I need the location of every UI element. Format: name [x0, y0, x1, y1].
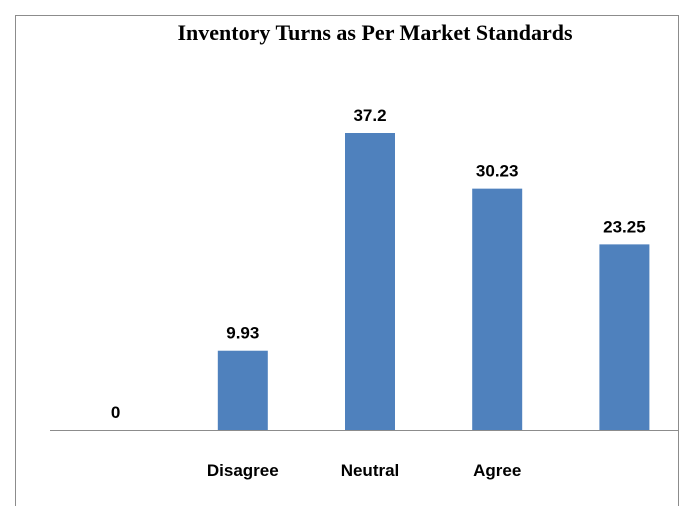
bar: [345, 133, 395, 430]
data-label: 30.23: [476, 162, 519, 181]
data-label: 23.25: [603, 217, 646, 236]
data-label: 9.93: [226, 324, 259, 343]
chart-title: Inventory Turns as Per Market Standards: [177, 20, 573, 45]
bar: [599, 244, 650, 430]
x-tick-label: Neutral: [341, 461, 400, 480]
x-tick-label: Agree: [473, 461, 521, 480]
data-label: 0: [111, 403, 120, 422]
bar: [217, 350, 268, 430]
x-tick-label: Disagree: [207, 461, 279, 480]
data-label: 37.2: [353, 106, 386, 125]
bar: [472, 188, 523, 430]
